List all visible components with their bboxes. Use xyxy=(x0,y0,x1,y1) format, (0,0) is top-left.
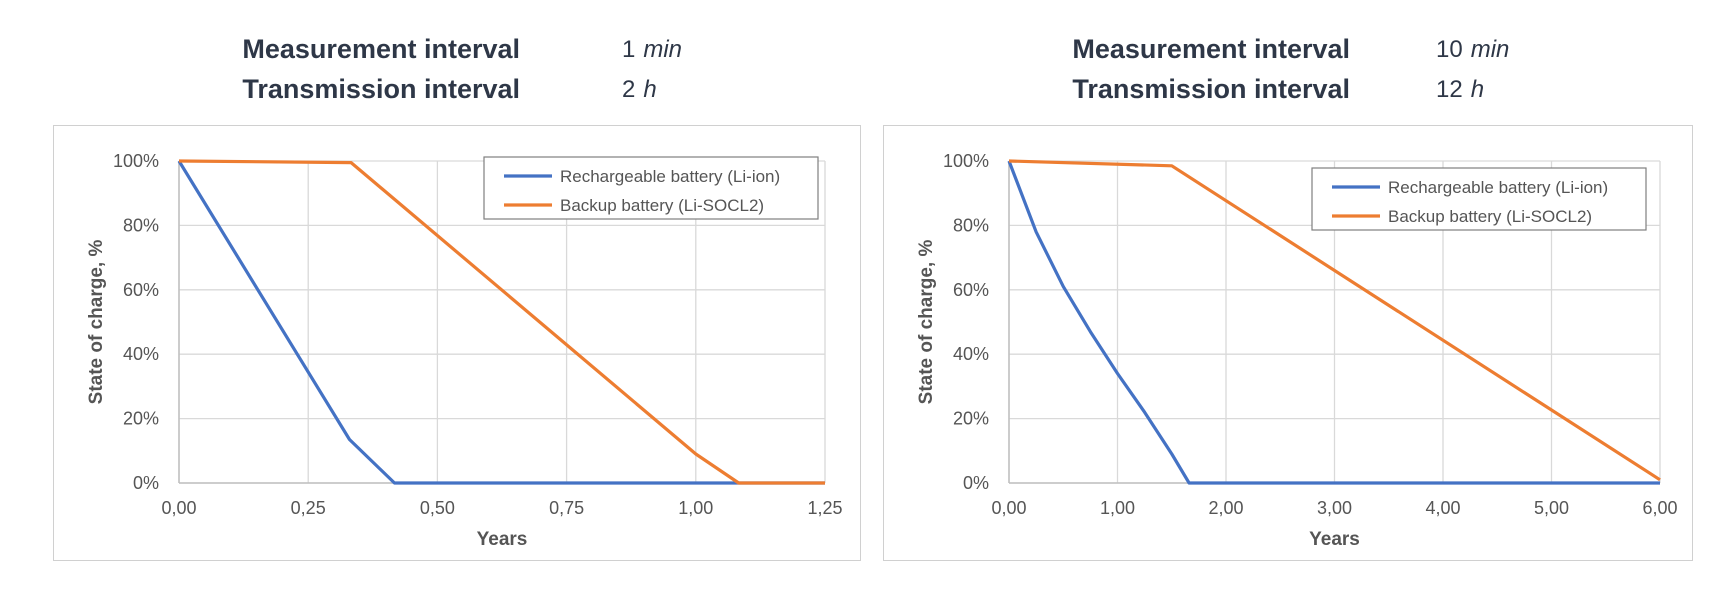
y-tick-label: 20% xyxy=(953,409,989,429)
x-tick-label: 1,00 xyxy=(678,498,713,518)
transmission-interval-number: 2 xyxy=(622,76,636,103)
legend-box xyxy=(1311,167,1647,231)
chart-panel-left: 0,00 0,25 0,50 0,75 1,00 1,25 0% 20% 40% 60% 80% 10… xyxy=(53,125,861,561)
measurement-interval-value: 1 min xyxy=(622,36,682,64)
series-line-li-ion xyxy=(177,160,825,485)
measurement-interval-unit: min xyxy=(1470,36,1510,63)
transmission-interval-unit: h xyxy=(1470,76,1485,103)
series-line-li-ion xyxy=(1007,160,1660,485)
measurement-interval-label: Measurement interval xyxy=(1072,34,1350,64)
x-tick-label: 6,00 xyxy=(1642,498,1677,518)
x-tick-label: 3,00 xyxy=(1317,498,1352,518)
chart-panel-right: 0,00 1,00 2,00 3,00 4,00 5,00 6,00 0% 20% 40% 60% 8… xyxy=(883,125,1693,561)
transmission-interval-value: 12 h xyxy=(1436,76,1484,104)
chart-right: 0,00 1,00 2,00 3,00 4,00 5,00 6,00 0% 20% 40% 60% 8… xyxy=(916,151,1678,550)
legend-label: Rechargeable battery (Li-ion) xyxy=(1388,178,1608,197)
x-tick-label: 0,00 xyxy=(991,498,1026,518)
transmission-interval-unit: h xyxy=(643,76,657,103)
series-line-li-socl2 xyxy=(178,159,825,485)
x-tick-label: 0,75 xyxy=(549,498,584,518)
chart-left: 0,00 0,25 0,50 0,75 1,00 1,25 0% 20% 40% 60% 80% 10… xyxy=(86,151,843,550)
legend-label: Rechargeable battery (Li-ion) xyxy=(560,167,780,186)
y-axis-title: State of charge, % xyxy=(916,240,937,405)
x-axis-title: Years xyxy=(1309,529,1360,550)
x-tick-label: 0,50 xyxy=(420,498,455,518)
y-tick-label: 60% xyxy=(123,280,159,300)
series-line-li-socl2 xyxy=(1008,159,1661,482)
measurement-interval-number: 1 xyxy=(622,36,636,63)
transmission-interval-label: Transmission interval xyxy=(242,74,520,104)
measurement-interval-unit: min xyxy=(643,36,683,63)
x-tick-label: 0,00 xyxy=(161,498,196,518)
x-tick-label: 4,00 xyxy=(1425,498,1460,518)
x-tick-label: 0,25 xyxy=(291,498,326,518)
y-tick-label: 0% xyxy=(963,473,989,493)
measurement-interval-label: Measurement interval xyxy=(242,34,520,64)
y-tick-label: 80% xyxy=(953,215,989,235)
y-tick-label: 80% xyxy=(123,215,159,235)
y-tick-label: 100% xyxy=(943,151,989,171)
x-tick-label: 2,00 xyxy=(1208,498,1243,518)
legend-box xyxy=(483,156,819,220)
measurement-interval-number: 10 xyxy=(1436,36,1463,63)
y-tick-label: 40% xyxy=(953,344,989,364)
y-tick-label: 20% xyxy=(123,409,159,429)
legend-label: Backup battery (Li-SOCL2) xyxy=(560,196,764,215)
transmission-interval-number: 12 xyxy=(1436,76,1463,103)
x-tick-label: 1,25 xyxy=(807,498,842,518)
measurement-interval-value: 10 min xyxy=(1436,36,1509,64)
y-tick-label: 60% xyxy=(953,280,989,300)
y-tick-label: 40% xyxy=(123,344,159,364)
y-tick-label: 0% xyxy=(133,473,159,493)
x-axis-title: Years xyxy=(477,529,528,550)
transmission-interval-label: Transmission interval xyxy=(1072,74,1350,104)
y-tick-label: 100% xyxy=(113,151,159,171)
y-axis-title: State of charge, % xyxy=(86,240,107,405)
legend-label: Backup battery (Li-SOCL2) xyxy=(1388,207,1592,226)
x-tick-label: 1,00 xyxy=(1100,498,1135,518)
x-tick-label: 5,00 xyxy=(1534,498,1569,518)
